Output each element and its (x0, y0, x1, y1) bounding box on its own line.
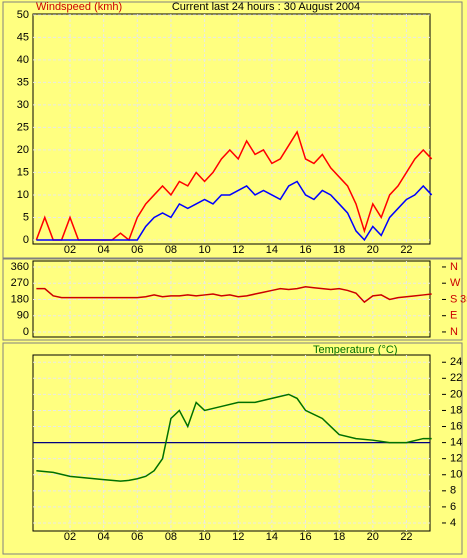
y2-tick-label: 22 (450, 372, 462, 384)
y2-tick-label: N (450, 261, 458, 273)
y2-tick-label: 14 (450, 437, 462, 449)
y2-tick-label: W (450, 277, 461, 289)
panel-frame (2, 258, 463, 341)
x-tick-label: 08 (165, 244, 177, 256)
y2-tick-label: E (450, 310, 457, 322)
x-tick-label: 06 (131, 244, 143, 256)
y2-tick-label: 12 (450, 453, 462, 465)
y-tick-label: 40 (17, 54, 29, 66)
x-tick-label: 14 (266, 531, 278, 543)
y-tick-label: 50 (17, 9, 29, 21)
panel-frame (2, 342, 463, 555)
panel-frame (2, 1, 463, 259)
x-tick-label: 10 (198, 244, 210, 256)
y2-tick-label: 6 (450, 501, 456, 513)
x-tick-label: 08 (165, 531, 177, 543)
x-tick-label: 20 (367, 531, 379, 543)
x-tick-label: 06 (131, 531, 143, 543)
y-tick-label: 90 (17, 310, 29, 322)
y-tick-label: 10 (17, 189, 29, 201)
x-tick-label: 18 (333, 244, 345, 256)
data-line (36, 180, 433, 242)
data-line (36, 286, 432, 304)
y-tick-label: 30 (17, 99, 29, 111)
y-tick-label: 5 (23, 211, 29, 223)
x-tick-label: 16 (299, 244, 311, 256)
y-tick-label: 35 (17, 76, 29, 88)
current-value: 353 (460, 293, 467, 305)
x-tick-label: 04 (98, 531, 110, 543)
y2-tick-label: S (450, 293, 457, 305)
axis-title: Temperature (°C) (313, 344, 397, 356)
y-tick-label: 180 (11, 293, 29, 305)
y-tick-label: 0 (23, 326, 29, 338)
y2-tick-label: 16 (450, 420, 462, 432)
y-tick-label: 45 (17, 31, 29, 43)
y2-tick-label: 4 (450, 517, 456, 529)
x-tick-label: 22 (400, 531, 412, 543)
y2-tick-label: 18 (450, 404, 462, 416)
y-tick-label: 15 (17, 166, 29, 178)
chart-title: Current last 24 hours : 30 August 2004 (172, 1, 360, 13)
y2-tick-label: 10 (450, 469, 462, 481)
y-tick-label: 0 (23, 234, 29, 246)
y-tick-label: 360 (11, 261, 29, 273)
data-line (36, 393, 432, 482)
x-tick-label: 02 (64, 244, 76, 256)
x-tick-label: 04 (98, 244, 110, 256)
plot-area (32, 13, 431, 245)
y-tick-label: 20 (17, 144, 29, 156)
x-tick-label: 20 (367, 244, 379, 256)
y-tick-label: 270 (11, 277, 29, 289)
x-tick-label: 18 (333, 531, 345, 543)
y2-tick-label: 24 (450, 356, 462, 368)
x-tick-label: 22 (400, 244, 412, 256)
x-tick-label: 10 (198, 531, 210, 543)
y2-tick-label: 20 (450, 388, 462, 400)
x-tick-label: 16 (299, 531, 311, 543)
y2-tick-label: N (450, 326, 458, 338)
x-tick-label: 12 (232, 531, 244, 543)
x-tick-label: 14 (266, 244, 278, 256)
axis-title: Windspeed (kmh) (36, 1, 122, 13)
y-tick-label: 25 (17, 121, 29, 133)
x-tick-label: 02 (64, 531, 76, 543)
x-tick-label: 12 (232, 244, 244, 256)
y2-tick-label: 8 (450, 485, 456, 497)
